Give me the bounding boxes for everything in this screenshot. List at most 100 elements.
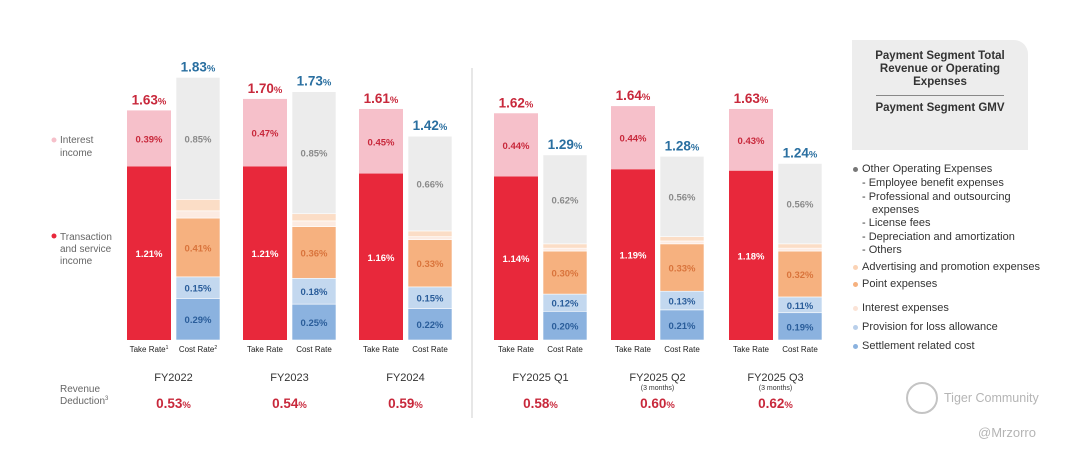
revenue-deduction-value: 0.53%: [156, 396, 191, 411]
cost-rate-bar-segment: [175, 217, 221, 278]
legend-sub-item: - Others: [862, 244, 902, 256]
period-note: (3 months): [641, 385, 674, 392]
take-rate-total-unit: %: [642, 92, 651, 103]
take-rate-axis-label-text: Take Rate: [733, 345, 770, 354]
cost-rate-bar-segment: [175, 199, 221, 212]
cost-rate-axis-label-text: Cost Rate: [782, 345, 818, 354]
cost-rate-total-value: 1.28: [665, 138, 692, 153]
take-rate-bar-segment: [243, 98, 287, 167]
take-rate-axis-label: Take Rate: [733, 345, 770, 354]
cost-rate-bar-segment: [659, 240, 705, 245]
cost-rate-bar-segment: [291, 213, 337, 222]
cost-rate-bar-segment: [407, 135, 453, 232]
cost-rate-bar-segment: [542, 250, 588, 295]
take-rate-axis-label-text: Take Rate: [615, 345, 652, 354]
take-rate-total-value: 1.64: [616, 88, 643, 103]
legend-label: Advertising and promotion expenses: [862, 260, 1040, 273]
transaction-income-dot: [51, 233, 57, 239]
cost-rate-axis-label: Cost Rate: [664, 345, 700, 354]
cost-rate-bar-segment: [777, 247, 823, 252]
period-label: FY2024: [386, 372, 425, 384]
take-cost-rate-chart: 1.21% 0.39% 1.63% 0.29% 0.15% 0.41% 0.85% 1.83%…: [51, 59, 823, 418]
take-rate-segment-label: 1.21%: [136, 249, 163, 260]
cost-rate-axis-label: Cost Rate: [296, 345, 332, 354]
cost-rate-total: 1.83%: [181, 59, 216, 74]
legend-label: Settlement related cost: [862, 339, 975, 352]
take-rate-axis-label: Take Rate: [498, 345, 535, 354]
cost-rate-bar-segment: [407, 308, 453, 341]
legend-item-settlement: Settlement related cost: [852, 340, 1042, 353]
cost-rate-bar-segment: [542, 310, 588, 341]
take-rate-axis-label: Take Rate1: [130, 345, 169, 354]
cost-rate-bar-segment: [659, 236, 705, 242]
legend-item-provision: Provision for loss allowance: [852, 321, 1042, 334]
cost-rate-segment-label: 0.11%: [787, 301, 814, 312]
revenue-deduction-value: 0.60%: [640, 396, 675, 411]
cost-rate-bar-segment: [542, 247, 588, 252]
cost-rate-bar-segment: [291, 91, 337, 215]
point-dot: [853, 281, 858, 287]
take-rate-total: 1.63%: [734, 91, 769, 106]
cost-rate-bar-segment: [175, 210, 221, 219]
period-label: FY2025 Q1: [512, 372, 568, 384]
tiger-logo-icon: [906, 382, 938, 414]
cost-rate-axis-label: Cost Rate2: [179, 345, 218, 354]
interest-income-dot: [51, 137, 57, 143]
legend-label: Interest expenses: [862, 301, 949, 314]
take-rate-bar-segment: [611, 169, 655, 340]
take-rate-segment-label: 1.21%: [252, 249, 279, 260]
take-rate-total-unit: %: [274, 85, 283, 96]
cost-rate-total-unit: %: [439, 122, 448, 133]
interest-expenses-dot: [853, 305, 858, 311]
legend-list: Other Operating Expenses - Employee bene…: [852, 163, 1042, 356]
cost-rate-segment-label: 0.25%: [301, 318, 328, 329]
legend-box-top-text: Payment Segment Total Revenue or Operati…: [875, 50, 1005, 88]
cost-rate-total: 1.29%: [548, 137, 583, 152]
cost-rate-total-unit: %: [323, 78, 332, 89]
cost-rate-total: 1.73%: [297, 74, 332, 89]
settlement-dot: [853, 343, 858, 349]
cost-rate-bar-segment: [175, 77, 221, 200]
cost-rate-total-unit: %: [207, 63, 216, 74]
cost-rate-segment-label: 0.22%: [417, 320, 444, 331]
take-rate-segment-label: 0.45%: [368, 137, 395, 148]
revenue-deduction-value: 0.59%: [388, 396, 423, 411]
take-rate-total-value: 1.63: [734, 91, 761, 106]
take-rate-axis-label: Take Rate: [247, 345, 284, 354]
take-rate-bar-segment: [494, 113, 538, 177]
cost-rate-bar-segment: [777, 312, 823, 341]
take-rate-total: 1.61%: [364, 91, 399, 106]
interest-income-label: Interest: [60, 135, 94, 146]
cost-rate-bar-segment: [777, 250, 823, 298]
revenue-deduction-value-value: 0.60: [640, 396, 666, 411]
cost-rate-total-value: 1.73: [297, 74, 324, 89]
cost-rate-total-unit: %: [691, 142, 700, 153]
cost-rate-axis-label: Cost Rate: [547, 345, 583, 354]
take-rate-segment-label: 1.19%: [620, 251, 647, 262]
cost-rate-bar-segment: [291, 226, 337, 279]
take-rate-axis-label: Take Rate: [615, 345, 652, 354]
take-rate-total-value: 1.70: [248, 81, 274, 96]
take-rate-axis-label-text: Take Rate: [498, 345, 535, 354]
cost-rate-segment-label: 0.15%: [185, 284, 212, 295]
legend-sub-item: - License fees: [862, 217, 931, 229]
cost-rate-segment-label: 0.62%: [552, 195, 579, 206]
take-rate-segment-label: 0.44%: [503, 141, 530, 152]
take-rate-bar-segment: [729, 170, 773, 340]
revenue-deduction-value-unit: %: [414, 400, 423, 411]
revenue-deduction-value-value: 0.54: [272, 396, 299, 411]
cost-rate-bar-segment: [659, 309, 705, 341]
transaction-income-label: Transaction: [60, 232, 112, 243]
cost-rate-segment-label: 0.21%: [669, 321, 696, 332]
revenue-deduction-value-value: 0.58: [523, 396, 550, 411]
cost-rate-total: 1.28%: [665, 138, 700, 153]
revenue-deduction-value-value: 0.53: [156, 396, 183, 411]
cost-rate-bar-segment: [291, 303, 337, 341]
cost-rate-total: 1.24%: [783, 145, 818, 160]
legend-label: Point expenses: [862, 277, 938, 290]
cost-rate-bar-segment: [407, 239, 453, 288]
revenue-deduction-text: Deduction: [60, 396, 105, 407]
take-rate-total: 1.64%: [616, 88, 651, 103]
take-rate-bar-segment: [127, 110, 171, 167]
cost-rate-segment-label: 0.66%: [417, 180, 444, 191]
